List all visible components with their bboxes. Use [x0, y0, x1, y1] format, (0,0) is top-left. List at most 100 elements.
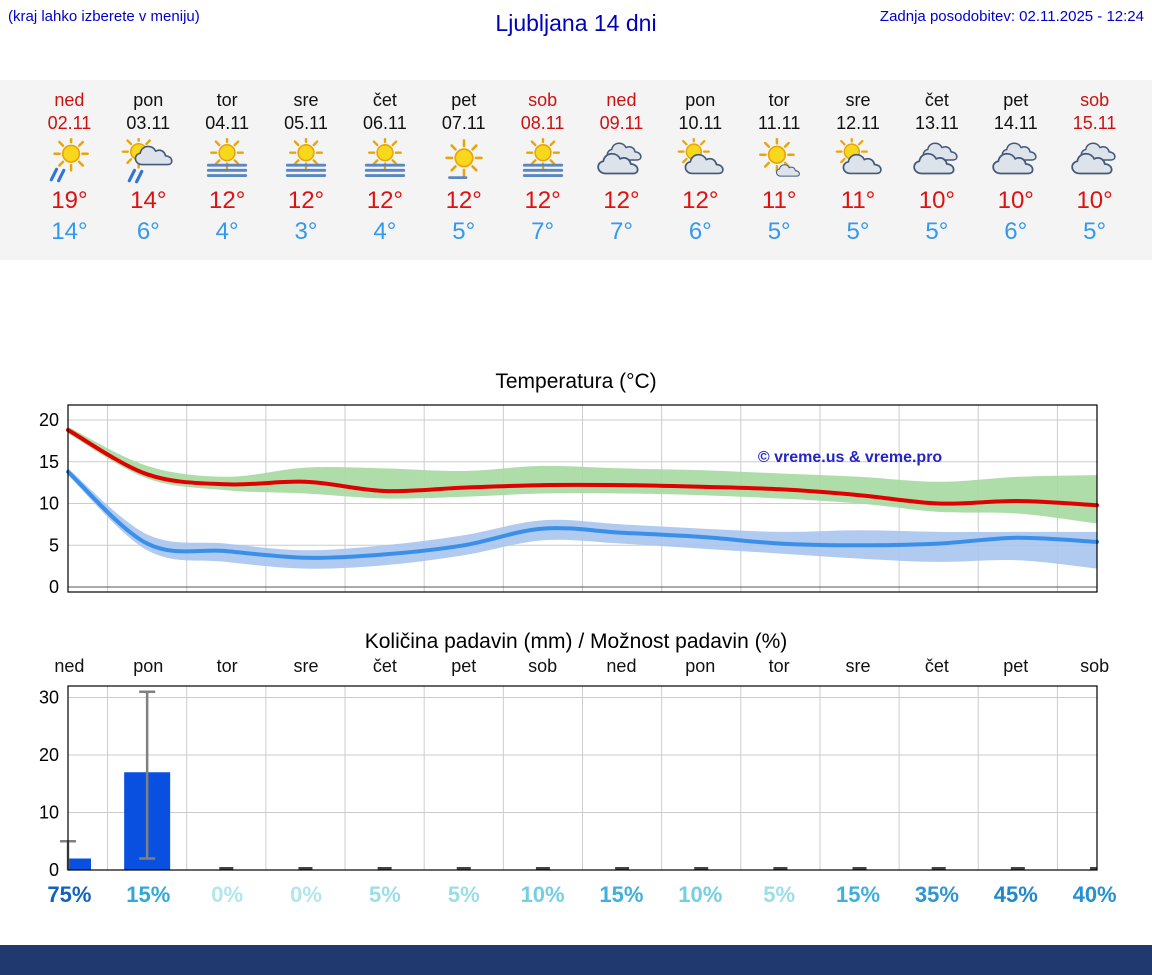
precip-probability: 0%	[290, 882, 322, 907]
low-temp: 3°	[294, 218, 318, 245]
low-temp: 14°	[51, 218, 88, 245]
high-temp: 10°	[997, 187, 1034, 214]
partly-showers-icon	[121, 138, 175, 184]
day-name: čet	[372, 90, 397, 110]
forecast-day: ned 09.11 12° 7°	[582, 90, 661, 246]
forecast-day: pon 03.11 14° 6°	[109, 90, 188, 246]
day-date: 08.11	[520, 113, 565, 133]
precip-day-label: ned	[606, 656, 637, 676]
sun-fog-icon	[516, 138, 570, 184]
precip-day-labels: ned pon tor sre čet pet sob ned pon tor sre čet pet s…	[0, 656, 1152, 677]
high-temp: 12°	[445, 187, 482, 214]
cloudy-icon	[594, 138, 648, 184]
svg-text:0: 0	[49, 577, 59, 597]
precip-probability: 45%	[993, 882, 1038, 907]
forecast-day: pon 10.11 12° 6°	[661, 90, 740, 246]
precip-day-label: tor	[216, 656, 238, 676]
high-temp: 12°	[524, 187, 561, 214]
high-temp: 19°	[51, 187, 88, 214]
svg-text:20: 20	[39, 745, 59, 765]
day-name: pon	[685, 90, 716, 110]
precip-probability-row: 75% 15% 0% 0% 5% 5% 10% 15% 10% 5% 15% 35% 45% 40%	[0, 882, 1152, 908]
page-title: Ljubljana 14 dni	[495, 10, 657, 36]
forecast-day: pet 07.11 12° 5°	[424, 90, 503, 246]
forecast-day: sre 05.11 12° 3°	[267, 90, 346, 246]
cloudy-icon	[910, 138, 964, 184]
high-temp: 12°	[366, 187, 404, 214]
forecast-day: pet 14.11 10° 6°	[976, 90, 1055, 246]
precip-probability: 15%	[599, 882, 644, 907]
day-date: 05.11	[284, 113, 328, 133]
svg-text:15: 15	[39, 452, 59, 472]
forecast-day: sob 15.11 10° 5°	[1055, 90, 1134, 246]
sun-icon	[437, 138, 491, 184]
precip-probability: 0%	[211, 882, 244, 907]
partly-cloudy-icon	[831, 138, 885, 184]
day-name: sob	[1080, 90, 1110, 110]
day-date: 03.11	[126, 113, 171, 133]
precip-day-label: čet	[924, 656, 949, 676]
precip-day-label: sob	[1080, 656, 1110, 676]
low-temp: 4°	[215, 218, 239, 245]
day-name: ned	[54, 90, 85, 110]
temperature-chart: 0 5 10 15 20 © vreme.us & vreme.pro	[39, 404, 1099, 597]
high-temp: 14°	[130, 187, 167, 214]
precip-probability: 15%	[836, 882, 881, 907]
low-temp: 6°	[1004, 218, 1028, 245]
svg-text:5: 5	[49, 535, 59, 555]
precip-day-label: sre	[845, 656, 871, 676]
day-name: tor	[768, 90, 790, 110]
high-temp: 12°	[682, 187, 719, 214]
forecast-day: sob 08.11 12° 7°	[503, 90, 582, 246]
day-name: čet	[924, 90, 949, 110]
precip-probability: 40%	[1072, 882, 1117, 907]
low-temp: 6°	[136, 218, 160, 245]
precip-day-label: pet	[451, 656, 477, 676]
day-date: 10.11	[678, 113, 723, 133]
spacer	[0, 260, 1152, 370]
forecast-strip: ned 02.11 19° 14° pon 03.11 14° 6° tor 04.11 12° 4°…	[0, 80, 1152, 260]
precip-probability: 75%	[47, 882, 92, 907]
high-temp: 10°	[918, 187, 956, 214]
precip-day-label: sre	[293, 656, 319, 676]
high-temp: 12°	[603, 187, 640, 214]
partly-cloudy-icon	[673, 138, 727, 184]
precip-probability: 10%	[520, 882, 565, 907]
day-date: 11.11	[757, 113, 801, 133]
day-name: pon	[133, 90, 164, 110]
precip-day-label: čet	[372, 656, 397, 676]
high-temp: 11°	[840, 187, 876, 214]
low-temp: 5°	[767, 218, 791, 245]
sun-showers-icon	[42, 138, 96, 184]
precipitation-chart: 0 10 20 30	[39, 685, 1098, 876]
svg-text:10: 10	[39, 494, 59, 514]
precip-probability: 5%	[368, 882, 401, 907]
sun-cloud-icon	[752, 138, 806, 184]
precip-day-label: pon	[133, 656, 164, 676]
page-header: (kraj lahko izberete v meniju) Ljubljana…	[0, 0, 1152, 46]
day-name: sre	[845, 90, 871, 110]
forecast-day: čet 13.11 10° 5°	[897, 90, 976, 246]
cloudy-icon	[1068, 138, 1122, 184]
footer-bar	[0, 945, 1152, 975]
chart-watermark: © vreme.us & vreme.pro	[758, 449, 943, 466]
precip-probability: 15%	[126, 882, 171, 907]
low-temp: 5°	[925, 218, 949, 245]
low-temp: 7°	[531, 218, 555, 245]
day-name: pet	[1003, 90, 1029, 110]
day-date: 06.11	[363, 113, 407, 133]
day-name: tor	[216, 90, 238, 110]
day-date: 04.11	[205, 113, 249, 133]
day-name: ned	[606, 90, 637, 110]
high-temp: 11°	[761, 187, 797, 214]
precip-day-label: tor	[768, 656, 790, 676]
precip-probability: 5%	[763, 882, 796, 907]
low-temp: 7°	[609, 218, 633, 245]
svg-text:20: 20	[39, 410, 59, 430]
precip-probability: 5%	[447, 882, 480, 907]
forecast-day: tor 11.11 11° 5°	[740, 90, 819, 246]
precip-day-label: ned	[54, 656, 85, 676]
precip-probability: 10%	[678, 882, 723, 907]
day-name: sob	[528, 90, 558, 110]
day-date: 07.11	[441, 113, 486, 133]
